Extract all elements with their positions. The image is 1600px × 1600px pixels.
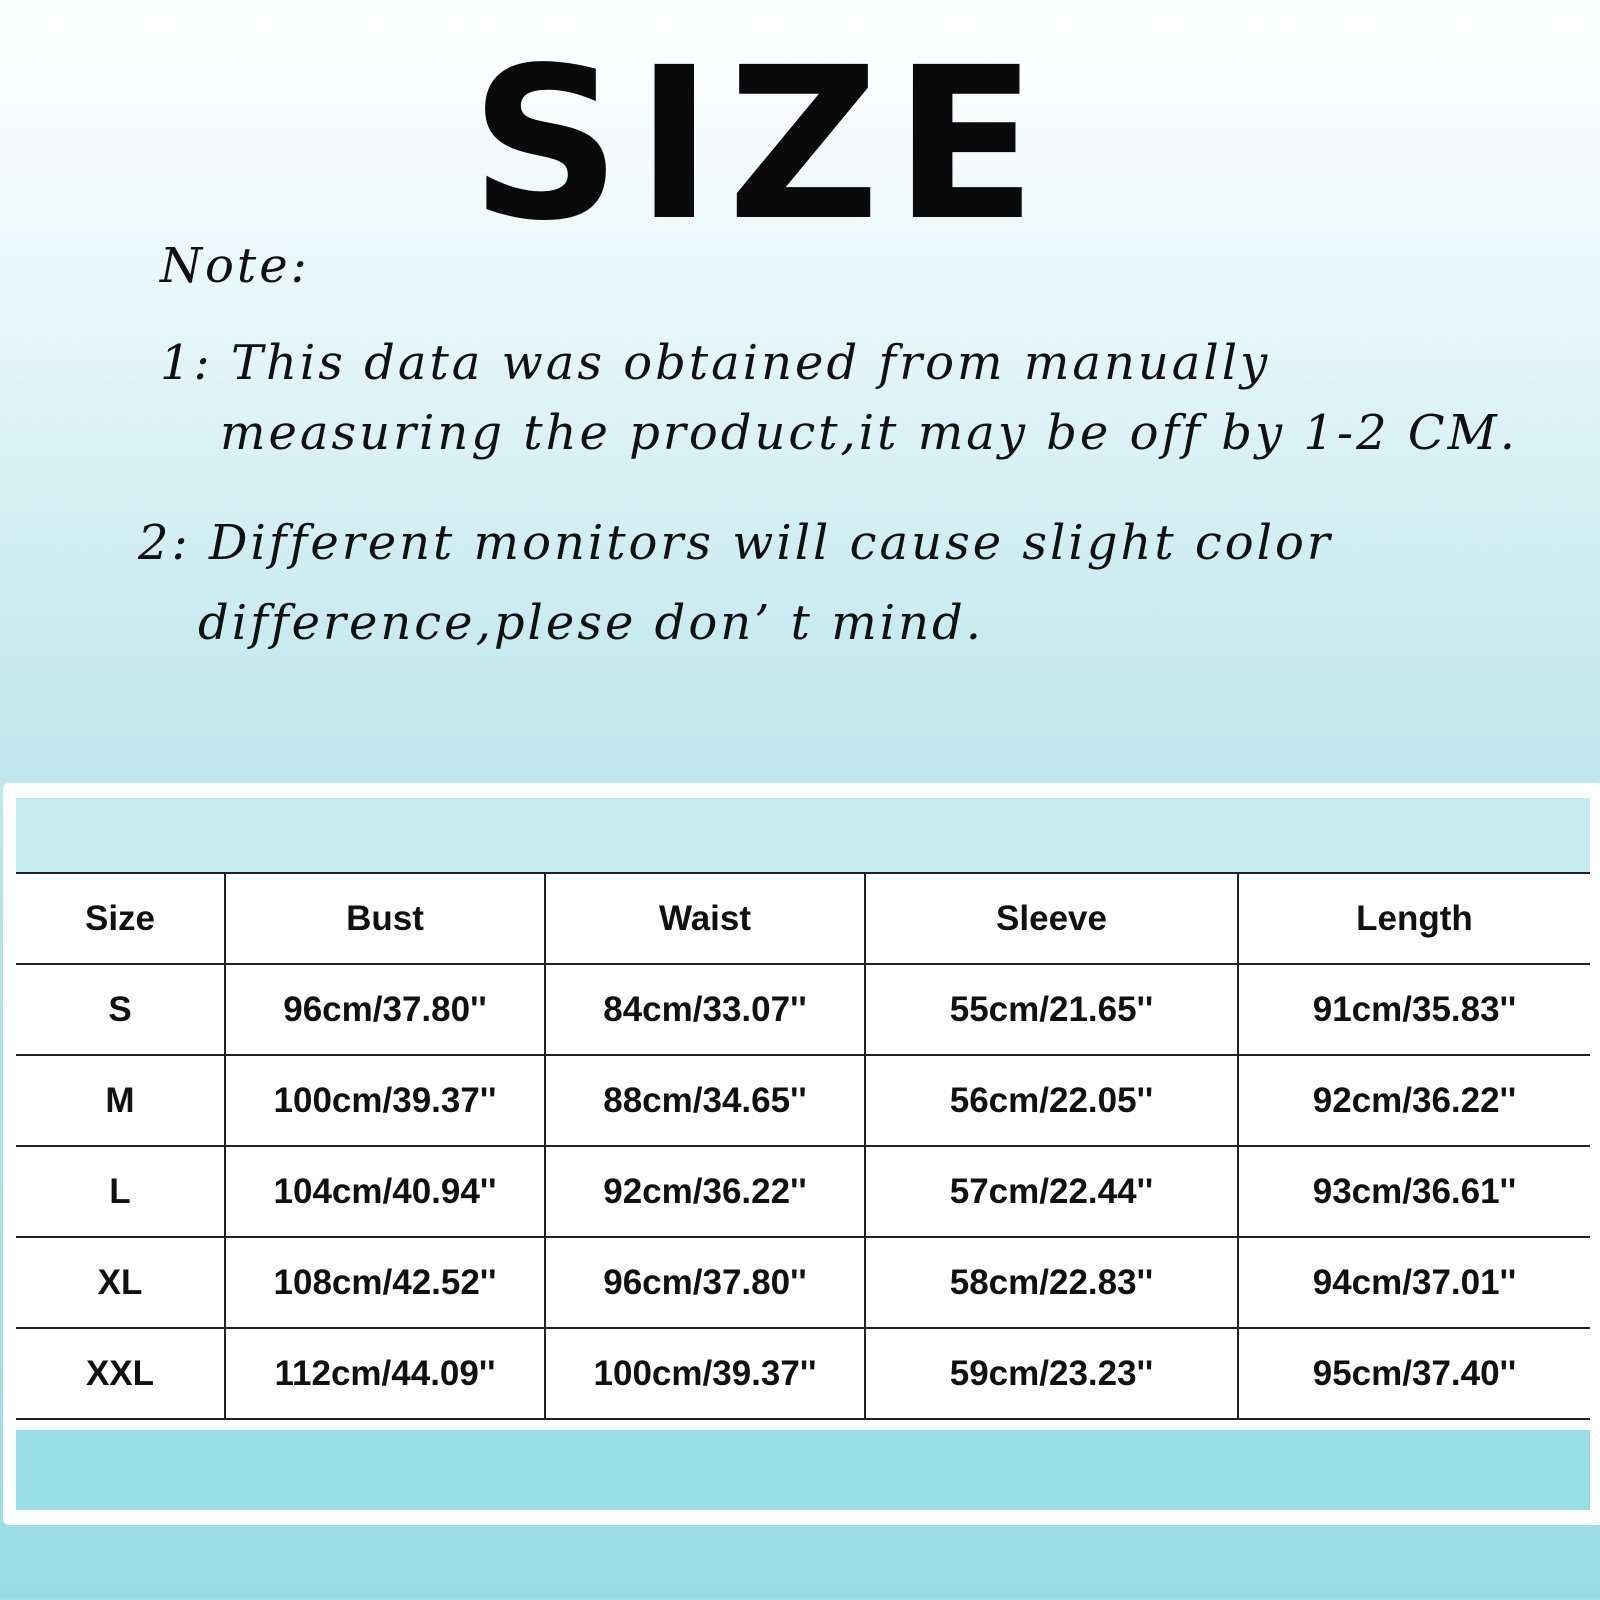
table-top-band [16,798,1590,872]
note-1-line-1: 1: This data was obtained from manually [160,335,1271,391]
table-row: M 100cm/39.37'' 88cm/34.65'' 56cm/22.05'' 92… [16,1054,1590,1147]
cell-size: XL [16,1236,226,1329]
cell-length: 95cm/37.40'' [1237,1327,1590,1420]
note-2-line-1: 2: Different monitors will cause slight … [138,515,1333,571]
page-title: SIZE [470,22,1052,267]
cell-bust: 104cm/40.94'' [224,1145,546,1238]
table-row: S 96cm/37.80'' 84cm/33.07'' 55cm/21.65'' 91c… [16,963,1590,1056]
table-row: XXL 112cm/44.09'' 100cm/39.37'' 59cm/23.23'… [16,1327,1590,1420]
cell-length: 91cm/35.83'' [1237,963,1590,1056]
cell-bust: 108cm/42.52'' [224,1236,546,1329]
cell-bust: 112cm/44.09'' [224,1327,546,1420]
note-heading: Note: [160,238,310,294]
table-bottom-band [16,1430,1590,1510]
cell-waist: 92cm/36.22'' [544,1145,866,1238]
cell-size: XXL [16,1327,226,1420]
cell-sleeve: 57cm/22.44'' [864,1145,1239,1238]
header-length: Length [1237,872,1590,965]
cell-waist: 96cm/37.80'' [544,1236,866,1329]
table-header-row: Size Bust Waist Sleeve Length [16,872,1590,965]
cell-sleeve: 59cm/23.23'' [864,1327,1239,1420]
cell-length: 94cm/37.01'' [1237,1236,1590,1329]
note-2-line-2: difference,plese don’ t mind. [198,595,984,651]
table-row: L 104cm/40.94'' 92cm/36.22'' 57cm/22.44'' 93… [16,1145,1590,1238]
cell-size: L [16,1145,226,1238]
header-waist: Waist [544,872,866,965]
cell-sleeve: 58cm/22.83'' [864,1236,1239,1329]
header-bust: Bust [224,872,546,965]
cell-waist: 100cm/39.37'' [544,1327,866,1420]
note-1-line-2: measuring the product,it may be off by 1… [220,405,1519,461]
cell-bust: 100cm/39.37'' [224,1054,546,1147]
cell-size: M [16,1054,226,1147]
table-row: XL 108cm/42.52'' 96cm/37.80'' 58cm/22.83'' 9… [16,1236,1590,1329]
cell-bust: 96cm/37.80'' [224,963,546,1056]
size-table: Size Bust Waist Sleeve Length S 96cm/37.8… [16,872,1590,1420]
cell-sleeve: 55cm/21.65'' [864,963,1239,1056]
cell-length: 92cm/36.22'' [1237,1054,1590,1147]
header-sleeve: Sleeve [864,872,1239,965]
cell-length: 93cm/36.61'' [1237,1145,1590,1238]
cell-sleeve: 56cm/22.05'' [864,1054,1239,1147]
header-size: Size [16,872,226,965]
cell-waist: 88cm/34.65'' [544,1054,866,1147]
cell-size: S [16,963,226,1056]
cell-waist: 84cm/33.07'' [544,963,866,1056]
